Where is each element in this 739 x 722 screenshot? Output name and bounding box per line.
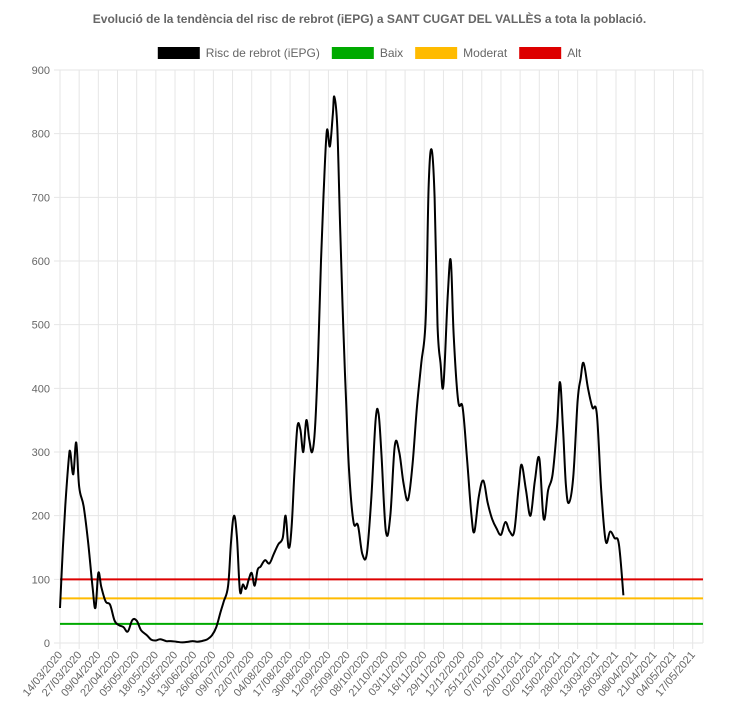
x-axis: 14/03/202027/03/202009/04/202022/04/2020… <box>21 649 698 699</box>
y-tick-label: 0 <box>44 638 50 650</box>
y-tick-label: 800 <box>32 129 50 141</box>
legend[interactable]: Risc de rebrot (iEPG) Baix Moderat Alt <box>157 46 582 60</box>
legend-swatch <box>519 47 562 59</box>
legend-swatch <box>331 47 374 59</box>
series-line-iepg <box>59 95 625 644</box>
y-tick-label: 900 <box>32 65 50 77</box>
legend-item-baix[interactable]: Baix <box>331 46 403 60</box>
chart-title: Evolució de la tendència del risc de reb… <box>92 12 647 26</box>
y-tick-label: 400 <box>32 383 50 395</box>
chart-grid <box>54 69 704 649</box>
series-layer <box>59 95 703 644</box>
legend-label: Moderat <box>463 46 508 60</box>
y-tick-label: 500 <box>32 320 50 332</box>
legend-label: Alt <box>567 46 582 60</box>
legend-swatch <box>157 47 200 59</box>
legend-label: Baix <box>380 46 403 60</box>
y-tick-label: 300 <box>32 447 50 459</box>
y-tick-label: 200 <box>32 511 50 523</box>
y-axis: 0 100 200 300 400 500 600 700 800 900 <box>32 65 50 650</box>
legend-swatch <box>415 47 458 59</box>
y-tick-label: 700 <box>32 192 50 204</box>
y-tick-label: 100 <box>32 574 50 586</box>
legend-item-risc-de-rebrot-iepg[interactable]: Risc de rebrot (iEPG) <box>157 46 320 60</box>
legend-item-moderat[interactable]: Moderat <box>415 46 508 60</box>
y-tick-label: 600 <box>32 256 50 268</box>
legend-item-alt[interactable]: Alt <box>519 46 582 60</box>
legend-label: Risc de rebrot (iEPG) <box>206 46 320 60</box>
